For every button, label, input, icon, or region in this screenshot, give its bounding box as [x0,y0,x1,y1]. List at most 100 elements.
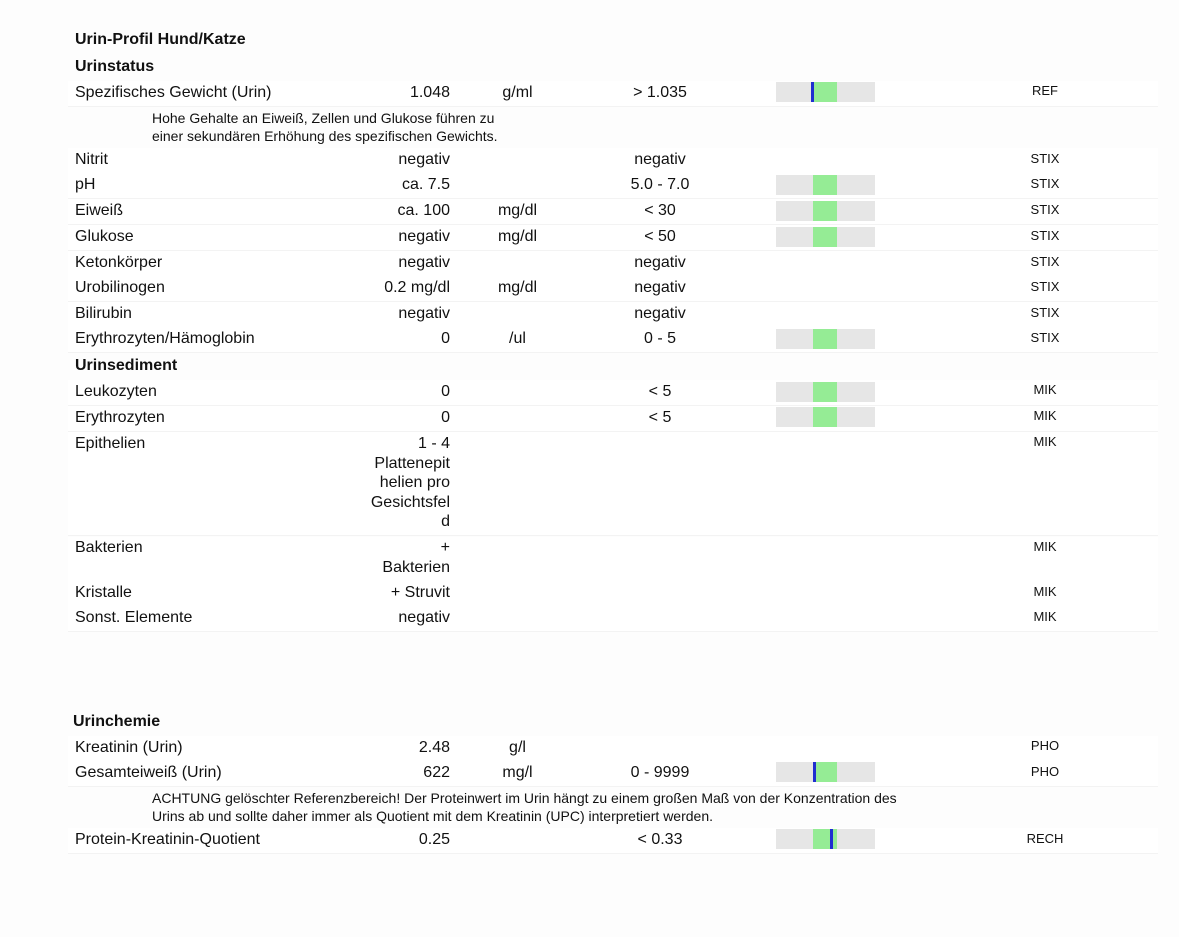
row-unit: mg/dl [497,202,538,219]
row-method: MIK [1033,382,1057,397]
row-method: REF [1032,83,1058,98]
row-value: + Struvit [390,584,450,601]
result-marker [811,82,814,102]
row-value: 1.048 [409,84,450,101]
value-line: d [441,513,450,530]
row-ref: > 1.035 [633,84,687,101]
row-method: MIK [1033,408,1057,423]
row-method: STIX [1030,330,1060,345]
normal-range [813,329,837,349]
row-value: ca. 7.5 [401,176,450,193]
row-note: Hohe Gehalte an Eiweiß, Zellen und Gluko… [152,110,495,126]
row-ref: 5.0 - 7.0 [630,176,690,193]
row-method: PHO [1030,764,1060,779]
table-row [68,148,1158,174]
row-unit: /ul [509,330,526,347]
table-row [68,251,1158,277]
row-value: 2.48 [418,739,450,756]
row-ref: < 0.33 [637,831,683,848]
row-name: Gesamteiweiß (Urin) [75,764,222,781]
row-name: Urobilinogen [75,279,165,296]
normal-range [813,382,837,402]
value-line: 1 - 4 [417,435,450,452]
table-row [68,380,1158,406]
row-ref: negativ [634,279,686,296]
table-row [68,736,1158,762]
row-name: Kristalle [75,584,132,601]
row-note: ACHTUNG gelöschter Referenzbereich! Der … [152,790,897,806]
range-bar [776,329,875,349]
table-row [68,606,1158,632]
row-value: 0 [441,383,450,400]
row-method: STIX [1030,202,1060,217]
row-ref: < 30 [644,202,676,219]
row-method: MIK [1033,539,1057,554]
row-method: STIX [1030,176,1060,191]
normal-range [813,829,837,849]
row-value: 0.2 mg/dl [384,279,450,296]
row-value: 0 [441,330,450,347]
row-value: 0.25 [418,831,450,848]
row-unit: mg/dl [497,228,538,245]
row-value: negativ [398,305,450,322]
range-bar [776,175,875,195]
row-value: ca. 100 [397,202,450,219]
table-row [68,828,1158,854]
section-urinstatus: Urinstatus [75,58,155,75]
table-row [68,406,1158,432]
row-value: 622 [423,764,450,781]
range-bar [776,227,875,247]
table-row [68,173,1158,199]
row-value: negativ [398,254,450,271]
table-row [68,432,1158,536]
range-bar [776,82,875,102]
report-title: Urin-Profil Hund/Katze [75,31,246,48]
normal-range [813,762,837,782]
row-method: MIK [1033,584,1057,599]
range-bar [776,407,875,427]
row-value: negativ [398,609,450,626]
row-name: Erythrozyten [75,409,165,426]
table-row [68,761,1158,787]
normal-range [813,407,837,427]
row-value: 0 [441,409,450,426]
result-marker [813,762,816,782]
row-name: Sonst. Elemente [75,609,193,626]
table-row [68,225,1158,251]
row-note: Urins ab und sollte daher immer als Quot… [152,808,714,824]
row-ref: < 50 [644,228,676,245]
row-unit: mg/dl [497,279,538,296]
row-method: MIK [1033,434,1057,449]
normal-range [813,201,837,221]
row-ref: negativ [634,254,686,271]
table-row [68,276,1158,302]
normal-range [813,227,837,247]
normal-range [813,175,837,195]
row-method: STIX [1030,279,1060,294]
row-name: Bilirubin [75,305,132,322]
row-name: Protein-Kreatinin-Quotient [75,831,260,848]
row-value: negativ [398,151,450,168]
row-method: STIX [1030,305,1060,320]
value-line: + [440,539,450,556]
row-method: PHO [1030,738,1060,753]
value-line: helien pro [379,474,450,491]
row-name: Glukose [75,228,134,245]
row-method: MIK [1033,609,1057,624]
row-name: Epithelien [75,435,146,452]
row-method: STIX [1030,228,1060,243]
range-bar [776,762,875,782]
row-name: Nitrit [75,151,108,168]
row-value: + Bakterien [382,538,450,578]
row-name: Eiweiß [75,202,124,219]
row-name: Erythrozyten/Hämoglobin [75,330,255,347]
normal-range [813,82,837,102]
row-name: Bakterien [75,539,143,556]
table-row [68,81,1158,107]
row-value: 1 - 4 Plattenepit helien pro Gesichtsfel… [371,434,450,532]
row-ref: < 5 [648,383,672,400]
row-ref: < 5 [648,409,672,426]
table-row [68,581,1158,607]
value-line: Gesichtsfel [370,493,450,511]
row-name: Leukozyten [75,383,157,400]
